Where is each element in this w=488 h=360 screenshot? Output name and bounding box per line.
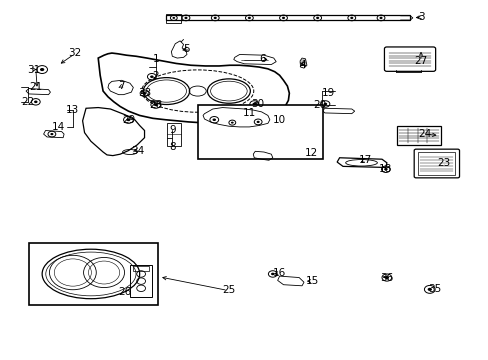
- Text: 26: 26: [118, 287, 131, 297]
- Circle shape: [256, 121, 259, 123]
- Bar: [167, 123, 181, 146]
- Text: 36: 36: [380, 273, 393, 283]
- Circle shape: [150, 76, 153, 78]
- Circle shape: [142, 92, 146, 95]
- Text: 9: 9: [169, 125, 175, 135]
- Text: 18: 18: [379, 164, 392, 174]
- Text: 27: 27: [413, 56, 427, 66]
- Circle shape: [323, 103, 326, 105]
- Text: 4: 4: [299, 60, 305, 70]
- Text: 2: 2: [152, 71, 159, 81]
- Text: 25: 25: [222, 285, 235, 296]
- Circle shape: [379, 17, 382, 19]
- Text: 17: 17: [358, 155, 371, 165]
- Text: 13: 13: [66, 105, 80, 115]
- Circle shape: [184, 17, 187, 19]
- Text: 33: 33: [138, 88, 151, 98]
- Text: 32: 32: [68, 48, 81, 58]
- Text: 23: 23: [436, 158, 449, 168]
- Circle shape: [315, 17, 319, 19]
- Text: 1: 1: [152, 54, 159, 64]
- Circle shape: [427, 288, 431, 291]
- Text: 31: 31: [27, 64, 41, 75]
- Circle shape: [270, 273, 274, 275]
- Text: 8: 8: [169, 142, 175, 152]
- Circle shape: [172, 17, 175, 19]
- Text: 15: 15: [305, 276, 319, 286]
- Text: 11: 11: [242, 108, 256, 118]
- Circle shape: [212, 118, 216, 121]
- Circle shape: [252, 103, 256, 105]
- Text: 7: 7: [118, 81, 124, 91]
- Text: 22: 22: [21, 97, 34, 107]
- Circle shape: [247, 17, 250, 19]
- Circle shape: [213, 17, 216, 19]
- FancyBboxPatch shape: [198, 105, 322, 159]
- Circle shape: [34, 100, 38, 103]
- Text: 20: 20: [313, 100, 326, 111]
- Circle shape: [384, 276, 388, 279]
- Text: 12: 12: [305, 148, 318, 158]
- Text: 24: 24: [417, 129, 430, 139]
- Circle shape: [282, 17, 285, 19]
- Circle shape: [349, 17, 353, 19]
- Text: 28: 28: [149, 100, 162, 110]
- Text: 21: 21: [29, 82, 42, 92]
- Text: 3: 3: [417, 12, 424, 22]
- Circle shape: [40, 68, 44, 71]
- Text: 30: 30: [251, 99, 264, 109]
- Text: 5: 5: [183, 44, 190, 54]
- Text: 16: 16: [272, 268, 285, 278]
- Circle shape: [230, 122, 233, 123]
- Text: 10: 10: [272, 115, 285, 125]
- Circle shape: [126, 118, 130, 121]
- Text: 14: 14: [52, 122, 65, 132]
- Text: 29: 29: [122, 115, 135, 125]
- Text: 6: 6: [259, 54, 266, 64]
- Circle shape: [154, 103, 158, 106]
- Circle shape: [384, 168, 387, 171]
- Circle shape: [50, 133, 53, 135]
- FancyBboxPatch shape: [29, 243, 158, 305]
- Text: 19: 19: [321, 88, 334, 98]
- Text: 35: 35: [427, 284, 440, 294]
- Text: 34: 34: [131, 145, 144, 156]
